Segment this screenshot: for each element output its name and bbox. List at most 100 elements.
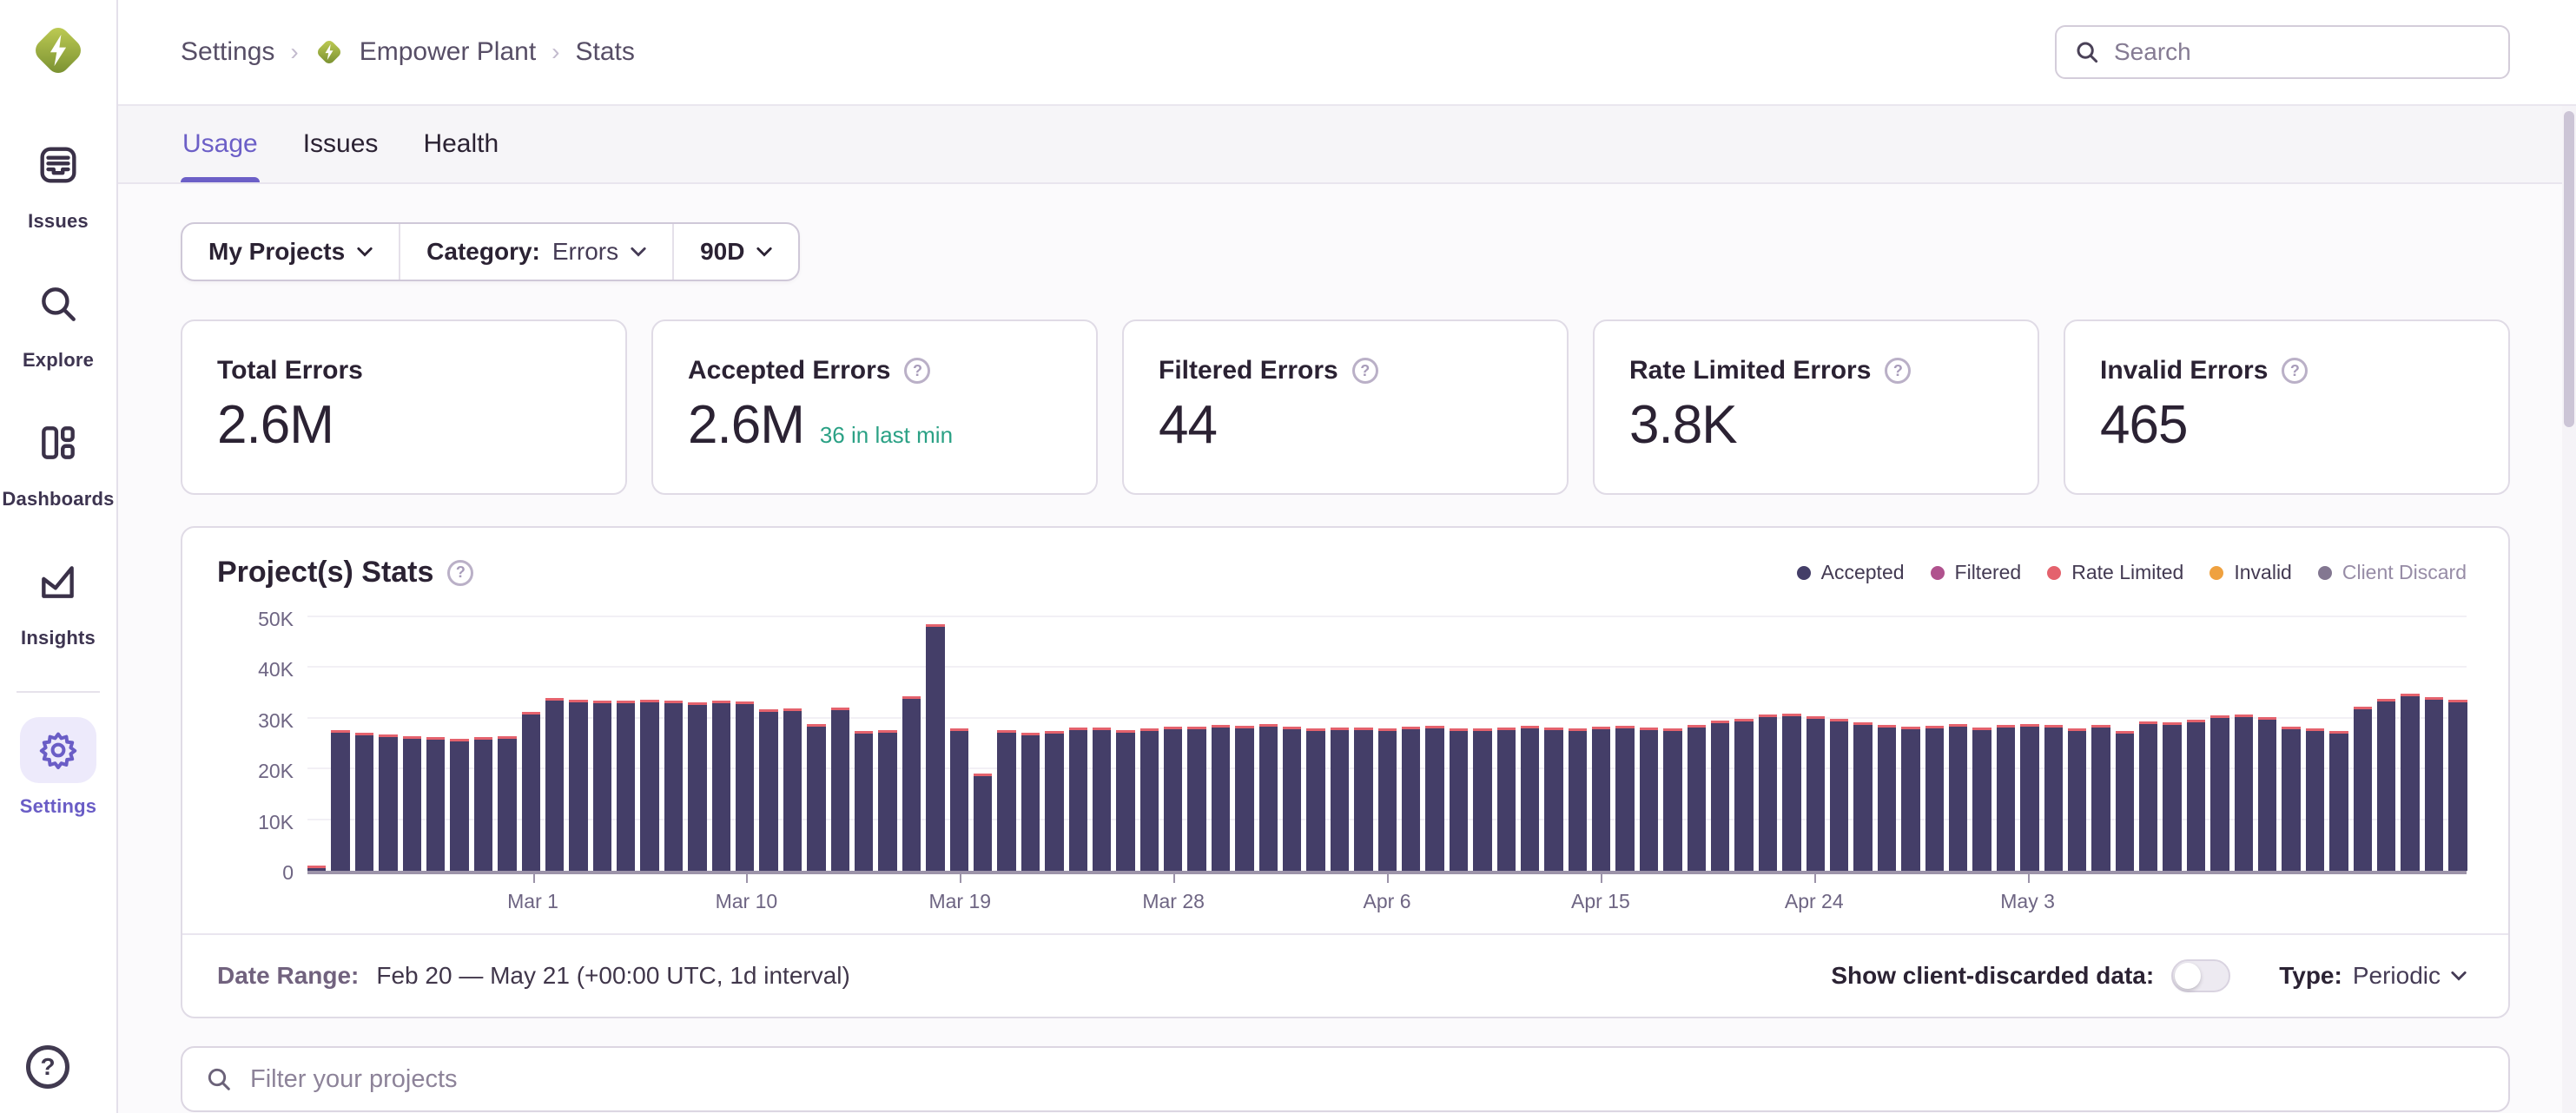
sidebar-item-settings[interactable]: Settings (20, 717, 96, 818)
help-icon[interactable]: ? (447, 559, 474, 586)
bar-day-60[interactable] (1734, 718, 1754, 871)
bar-day-84[interactable] (2305, 728, 2325, 871)
bar-day-35[interactable] (1139, 728, 1159, 871)
bar-day-25[interactable] (902, 696, 921, 871)
bar-day-39[interactable] (1235, 725, 1254, 871)
bar-day-85[interactable] (2329, 731, 2348, 871)
bar-day-80[interactable] (2210, 715, 2229, 871)
bar-day-29[interactable] (997, 729, 1016, 871)
bar-day-31[interactable] (1045, 730, 1064, 871)
bar-day-56[interactable] (1639, 727, 1659, 871)
bar-day-27[interactable] (949, 728, 968, 871)
bar-day-76[interactable] (2115, 730, 2135, 871)
bar-day-78[interactable] (2163, 721, 2182, 871)
bar-day-71[interactable] (1996, 725, 2016, 871)
help-icon[interactable]: ? (1351, 358, 1378, 384)
bar-day-54[interactable] (1592, 727, 1611, 871)
bar-day-2[interactable] (354, 732, 374, 871)
client-discard-toggle[interactable] (2171, 959, 2231, 992)
tab-usage[interactable]: Usage (181, 106, 261, 182)
bar-day-46[interactable] (1401, 727, 1421, 871)
bar-day-67[interactable] (1901, 727, 1920, 871)
bar-day-45[interactable] (1377, 728, 1397, 871)
bar-day-23[interactable] (854, 731, 874, 871)
bar-day-11[interactable] (569, 700, 588, 871)
bar-day-62[interactable] (1782, 714, 1801, 871)
bar-day-3[interactable] (379, 734, 398, 871)
bar-day-68[interactable] (1925, 725, 1944, 871)
legend-item-filtered[interactable]: Filtered (1930, 561, 2021, 584)
bar-day-55[interactable] (1615, 725, 1635, 871)
bar-day-32[interactable] (1068, 728, 1087, 871)
type-dropdown[interactable]: Type: Periodic (2279, 962, 2467, 990)
bar-day-14[interactable] (640, 700, 659, 871)
bar-day-75[interactable] (2091, 725, 2110, 871)
bar-day-61[interactable] (1758, 715, 1778, 871)
projects-dropdown[interactable]: My Projects (182, 224, 399, 280)
bar-day-79[interactable] (2186, 719, 2206, 871)
bar-day-26[interactable] (926, 623, 945, 871)
bar-day-44[interactable] (1354, 728, 1373, 871)
bar-day-65[interactable] (1853, 722, 1873, 871)
bar-day-4[interactable] (402, 736, 421, 871)
bar-day-51[interactable] (1520, 726, 1540, 871)
bar-day-40[interactable] (1258, 724, 1278, 871)
bar-day-77[interactable] (2139, 721, 2158, 871)
bar-day-9[interactable] (521, 712, 540, 871)
bar-day-58[interactable] (1687, 724, 1707, 871)
bar-day-86[interactable] (2353, 707, 2372, 871)
bar-day-53[interactable] (1568, 728, 1588, 871)
bar-day-83[interactable] (2282, 727, 2301, 871)
bar-day-70[interactable] (1972, 728, 1991, 871)
bar-day-12[interactable] (592, 700, 612, 871)
bar-day-17[interactable] (711, 700, 731, 871)
tab-health[interactable]: Health (423, 129, 499, 158)
bar-day-82[interactable] (2258, 716, 2277, 871)
bar-day-33[interactable] (1092, 727, 1112, 871)
help-icon[interactable]: ? (904, 358, 931, 384)
sidebar-item-dashboards[interactable]: Dashboards (2, 410, 114, 510)
breadcrumb-project[interactable]: Empower Plant (359, 37, 537, 66)
bar-day-6[interactable] (450, 738, 469, 871)
bar-day-66[interactable] (1877, 725, 1897, 871)
bar-day-59[interactable] (1711, 721, 1730, 871)
legend-item-accepted[interactable]: Accepted (1796, 561, 1905, 584)
bar-day-18[interactable] (736, 701, 755, 871)
global-search[interactable] (2055, 25, 2510, 79)
legend-item-invalid[interactable]: Invalid (2209, 561, 2292, 584)
bar-day-16[interactable] (688, 702, 707, 871)
bar-day-81[interactable] (2234, 715, 2254, 871)
legend-item-client-discard[interactable]: Client Discard (2317, 561, 2467, 584)
bar-day-87[interactable] (2376, 698, 2396, 871)
bar-day-88[interactable] (2401, 693, 2420, 871)
bar-day-52[interactable] (1544, 728, 1563, 871)
bar-day-5[interactable] (426, 737, 446, 871)
bar-day-22[interactable] (830, 707, 849, 871)
bar-day-69[interactable] (1948, 724, 1968, 871)
bar-day-57[interactable] (1663, 728, 1682, 871)
bar-day-49[interactable] (1473, 728, 1492, 871)
bar-day-38[interactable] (1211, 724, 1231, 871)
bar-day-64[interactable] (1830, 719, 1849, 871)
bar-day-37[interactable] (1187, 727, 1206, 871)
sidebar-item-issues[interactable]: Issues (20, 132, 96, 233)
bar-day-36[interactable] (1164, 727, 1183, 871)
search-input[interactable] (2114, 38, 2491, 66)
scrollbar-thumb[interactable] (2564, 111, 2574, 427)
project-filter-input[interactable] (250, 1064, 2486, 1094)
bar-day-8[interactable] (498, 736, 517, 871)
bar-day-42[interactable] (1306, 728, 1325, 871)
bar-day-13[interactable] (617, 701, 636, 871)
tab-issues[interactable]: Issues (302, 129, 379, 158)
bar-day-19[interactable] (759, 708, 778, 871)
help-icon[interactable]: ? (1885, 358, 1912, 384)
period-dropdown[interactable]: 90D (674, 224, 798, 280)
bar-day-41[interactable] (1283, 727, 1302, 871)
help-icon[interactable]: ? (2282, 358, 2308, 384)
legend-item-rate-limited[interactable]: Rate Limited (2047, 561, 2183, 584)
bar-day-90[interactable] (2448, 700, 2467, 871)
bar-day-73[interactable] (2044, 725, 2063, 871)
org-logo[interactable] (29, 21, 88, 87)
bar-day-30[interactable] (1020, 732, 1040, 871)
category-dropdown[interactable]: Category: Errors (400, 224, 672, 280)
